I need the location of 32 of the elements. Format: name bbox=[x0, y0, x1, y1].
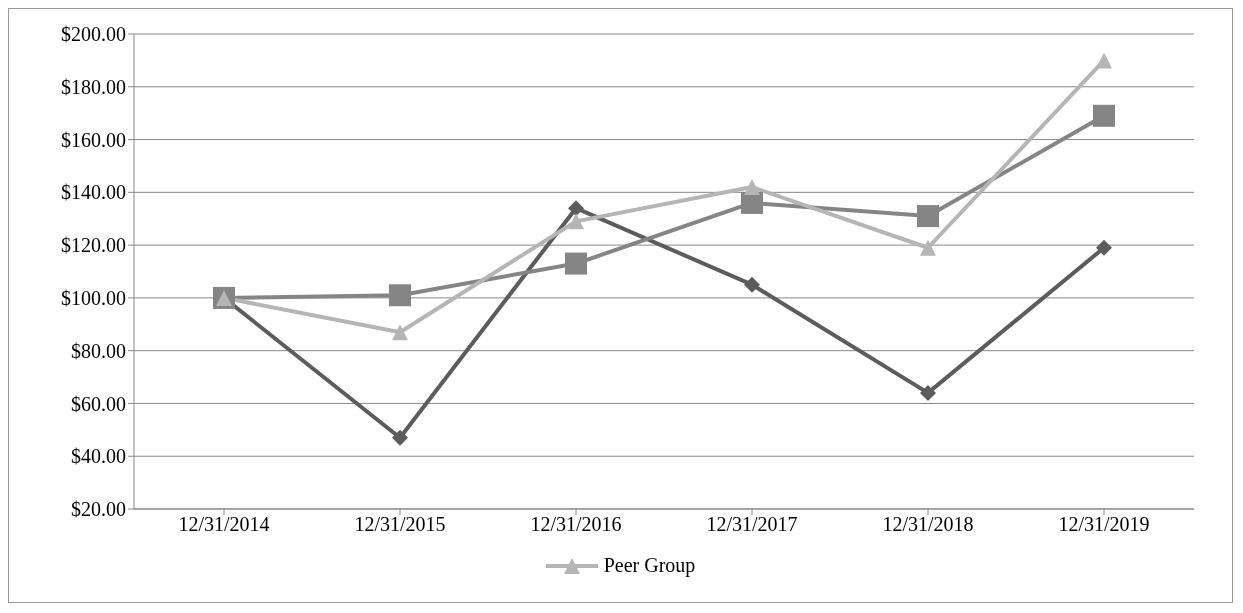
x-tick-label: 12/31/2016 bbox=[530, 513, 622, 536]
point bbox=[744, 276, 760, 293]
x-tick-label: 12/31/2015 bbox=[354, 513, 446, 536]
y-tick-label: $100.00 bbox=[61, 286, 126, 309]
y-tick-label: $200.00 bbox=[61, 23, 126, 46]
point bbox=[392, 429, 408, 446]
point bbox=[389, 284, 411, 307]
x-tick-label: 12/31/2014 bbox=[178, 513, 270, 536]
point bbox=[1096, 239, 1112, 256]
point bbox=[917, 205, 939, 228]
point bbox=[1093, 104, 1115, 127]
point bbox=[920, 239, 936, 256]
point bbox=[568, 213, 584, 230]
point bbox=[392, 324, 408, 341]
point bbox=[568, 200, 584, 217]
y-tick-label: $80.00 bbox=[71, 339, 126, 362]
y-tick-label: $180.00 bbox=[61, 75, 126, 98]
y-tick-label: $60.00 bbox=[71, 392, 126, 415]
y-tick-label: $40.00 bbox=[71, 445, 126, 468]
y-tick-label: $20.00 bbox=[71, 498, 126, 521]
point bbox=[741, 191, 763, 214]
y-tick-label: $140.00 bbox=[61, 181, 126, 204]
point bbox=[920, 384, 936, 401]
point bbox=[1096, 52, 1112, 69]
y-tick-label: $160.00 bbox=[61, 128, 126, 151]
x-tick-label: 12/31/2017 bbox=[706, 513, 798, 536]
point bbox=[744, 179, 760, 196]
point bbox=[565, 252, 587, 275]
x-tick-label: 12/31/2019 bbox=[1058, 513, 1150, 536]
legend-label: Peer Group bbox=[603, 554, 696, 577]
x-tick-label: 12/31/2018 bbox=[882, 513, 974, 536]
y-tick-label: $120.00 bbox=[61, 234, 126, 257]
